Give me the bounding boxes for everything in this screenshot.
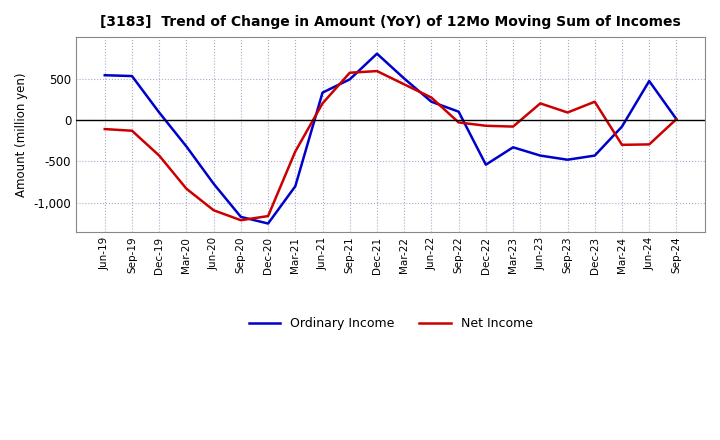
Ordinary Income [182, 144, 191, 149]
Net Income [400, 82, 408, 87]
Ordinary Income [454, 109, 463, 114]
Net Income [182, 186, 191, 191]
Title: [3183]  Trend of Change in Amount (YoY) of 12Mo Moving Sum of Incomes: [3183] Trend of Change in Amount (YoY) o… [100, 15, 681, 29]
Net Income [454, 120, 463, 125]
Net Income [645, 142, 654, 147]
Ordinary Income [427, 99, 436, 104]
Net Income [264, 213, 272, 219]
Ordinary Income [482, 162, 490, 167]
Net Income [482, 123, 490, 128]
Ordinary Income [509, 145, 518, 150]
Ordinary Income [672, 117, 680, 122]
Net Income [127, 128, 136, 133]
Net Income [291, 149, 300, 154]
Ordinary Income [645, 78, 654, 84]
Ordinary Income [264, 221, 272, 226]
Y-axis label: Amount (million yen): Amount (million yen) [15, 72, 28, 197]
Net Income [427, 95, 436, 100]
Net Income [318, 101, 327, 106]
Ordinary Income [100, 73, 109, 78]
Net Income [563, 110, 572, 115]
Net Income [590, 99, 599, 104]
Ordinary Income [237, 214, 246, 220]
Ordinary Income [590, 153, 599, 158]
Net Income [672, 117, 680, 122]
Ordinary Income [563, 157, 572, 162]
Ordinary Income [536, 153, 544, 158]
Legend: Ordinary Income, Net Income: Ordinary Income, Net Income [243, 312, 538, 335]
Ordinary Income [291, 183, 300, 189]
Net Income [509, 124, 518, 129]
Net Income [346, 70, 354, 75]
Ordinary Income [618, 124, 626, 129]
Net Income [100, 126, 109, 132]
Net Income [155, 153, 163, 158]
Net Income [618, 142, 626, 147]
Ordinary Income [318, 90, 327, 95]
Net Income [210, 208, 218, 213]
Net Income [536, 101, 544, 106]
Net Income [373, 69, 382, 74]
Net Income [237, 217, 246, 223]
Line: Net Income: Net Income [104, 71, 676, 220]
Ordinary Income [127, 73, 136, 79]
Ordinary Income [400, 76, 408, 81]
Ordinary Income [373, 51, 382, 56]
Ordinary Income [155, 110, 163, 115]
Ordinary Income [210, 181, 218, 187]
Line: Ordinary Income: Ordinary Income [104, 54, 676, 224]
Ordinary Income [346, 77, 354, 82]
